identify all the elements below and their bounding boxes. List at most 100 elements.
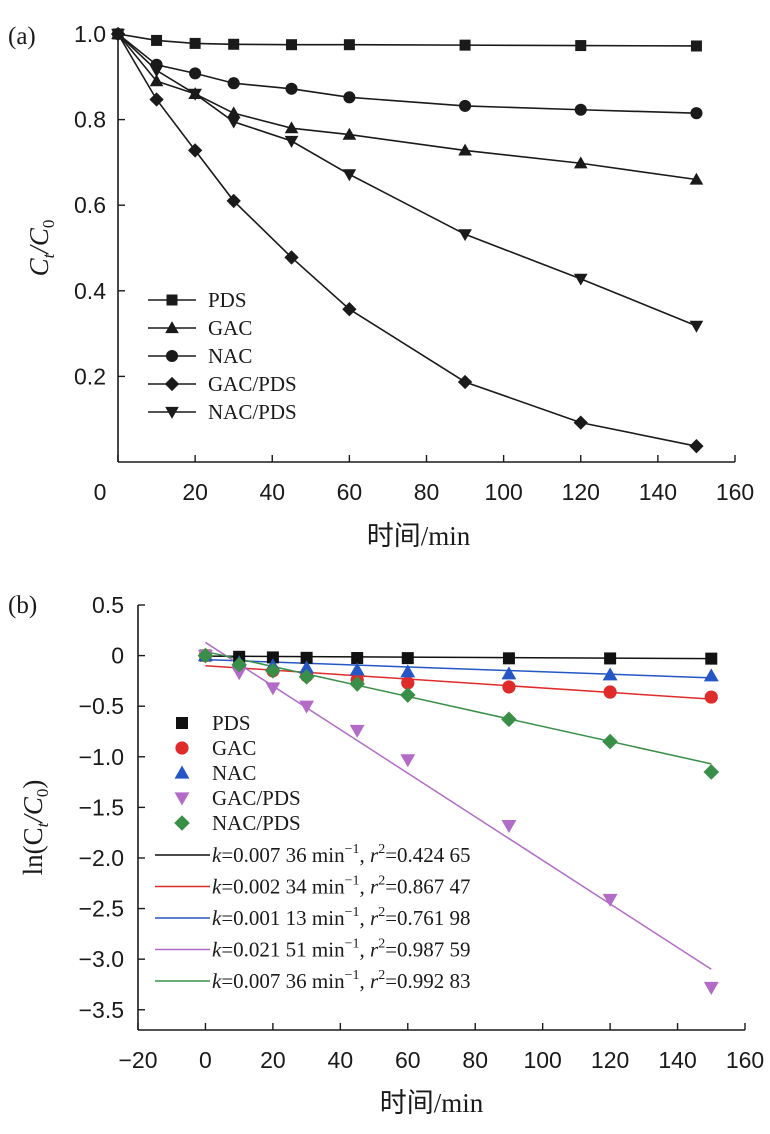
y-title-mid-b: /C [18,796,48,825]
fit-k-symbol: k [212,969,222,993]
data-point-nac-pds [188,88,202,101]
x-axis-title-b: 时间/min [380,1088,484,1118]
data-point-nac-pds [703,764,720,780]
data-point-nac [602,667,618,681]
data-point-nac [189,67,202,80]
y-tick-label-b: −3.0 [79,946,124,972]
y-tick-label-a: 0.6 [74,192,106,218]
x-tick-label-b: 140 [658,1047,696,1073]
data-point-nac-pds [602,733,618,750]
data-point-gac [704,690,718,704]
legend-label-a: NAC [208,344,252,368]
chart-panel-a: (a) 0 20 40 60 80 100 120 140 160 0.2 0.4 0.6 0.8 1.0 时… [0,0,770,560]
chart-b-svg: (b)−20 0 20 40 60 80 100 120 140 1600.50−0.5−1.0−… [8,592,764,1118]
x-tick-label-b: 100 [523,1047,561,1073]
x-tick-label-a: 120 [562,479,600,505]
legend-marker-b [175,741,189,755]
data-point-gac [342,127,357,140]
legend-marker-b [174,815,190,831]
x-tick-label-b: 20 [260,1047,286,1073]
data-point-nac [501,666,517,680]
x-tick-label-a: 80 [414,479,440,505]
fit-k-value: =0.007 36 min [221,843,345,867]
fit-r-exp: 2 [378,905,385,920]
fit-sep: , [360,843,371,867]
y-title-sub-0-b: 0 [33,789,52,798]
data-point-nac-pds [111,28,125,41]
fit-exp: −1 [345,937,360,952]
data-point-nac-pds [501,711,517,728]
data-point-gac-pds [187,143,203,158]
x-tick-label-a: 100 [484,479,522,505]
y-tick-label-a: 0.8 [74,107,106,133]
data-point-gac [502,680,516,694]
data-point-nac [227,77,240,90]
legend-label-a: GAC [208,316,252,340]
panel-label-b: (b) [8,592,37,619]
data-point-gac-pds [349,724,365,738]
series-line-gac-pds [117,33,697,447]
data-point-pds [228,38,240,50]
legend-marker-a [165,349,179,363]
fit-equation: k=0.001 13 min−1, r2=0.761 98 [212,905,471,930]
data-point-pds [351,652,364,665]
x-tick-label-a: 140 [639,479,677,505]
data-point-nac [343,91,356,104]
data-point-gac-pds [284,250,299,265]
data-point-nac [285,82,298,95]
y-title-end-b: ) [18,780,48,789]
data-point-gac-pds [342,302,357,317]
x-tick-label-a: 0 [94,479,107,505]
data-point-pds [575,40,587,52]
fit-k-value: =0.001 13 min [221,906,345,930]
data-point-pds [690,40,702,52]
y-tick-label-b: −1.0 [79,744,124,770]
fit-equation: k=0.007 36 min−1, r2=0.992 83 [212,968,471,993]
x-tick-label-b: 60 [395,1047,421,1073]
y-tick-label-a: 1.0 [74,21,106,47]
fit-r2-value: =0.761 98 [385,906,470,930]
fit-exp: −1 [345,874,360,889]
legend-marker-a [165,406,179,419]
fit-k-symbol: k [212,875,222,899]
data-point-gac-pds [602,893,618,907]
data-point-gac-pds [400,754,416,768]
fit-line [205,655,712,660]
y-title-main-b: ln(C [18,827,48,875]
fit-r-symbol: r [370,969,379,993]
data-point-nac-pds [573,273,588,286]
legend-marker-b [176,717,188,729]
fit-r2-value: =0.867 47 [385,875,470,899]
series-line-nac-pds [117,33,697,327]
fit-exp: −1 [345,968,360,983]
legend-marker-b [174,792,190,806]
x-tick-label-b: 40 [328,1047,354,1073]
data-point-gac-pds [299,700,315,714]
x-tick-label-a: 20 [182,479,208,505]
legend-label-b: GAC/PDS [212,786,301,810]
fit-equation: k=0.007 36 min−1, r2=0.424 65 [212,842,471,867]
data-point-pds [401,652,414,665]
fit-r-exp: 2 [378,968,385,983]
legend-label-b: PDS [212,711,251,735]
data-point-gac [401,676,415,690]
series-line-gac [117,33,697,181]
legend-label-b: NAC [212,761,256,785]
data-point-pds [151,34,163,46]
data-point-nac-pds [689,320,704,333]
fit-exp: −1 [345,842,360,857]
legend-marker-a [165,321,179,334]
data-point-pds [343,39,355,51]
y-tick-label-b: −2.5 [79,896,124,922]
x-tick-label-a: 160 [716,479,754,505]
data-point-nac-pds [399,687,416,703]
legend-label-b: GAC [212,736,256,760]
x-tick-label-b: 120 [591,1047,629,1073]
y-title-sub-t-b: t [33,821,52,827]
data-point-nac-pds [342,169,357,182]
fit-r-symbol: r [370,843,379,867]
fit-k-symbol: k [212,906,222,930]
data-point-nac [574,103,587,116]
data-point-gac [284,121,299,134]
x-tick-label-a: 40 [259,479,285,505]
